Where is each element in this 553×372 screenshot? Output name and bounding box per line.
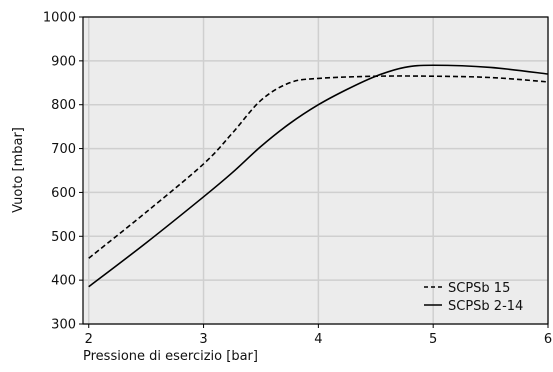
x-tick-label: 4: [314, 332, 322, 347]
x-tick-label: 5: [429, 332, 437, 347]
series-line-scpsb-2-14: [88, 64, 549, 288]
series-line-scpsb-15: [88, 75, 549, 259]
plot-background: [83, 17, 548, 324]
y-tick-label: 400: [51, 274, 76, 289]
y-tick-label: 1000: [43, 11, 76, 26]
x-tick-label: 6: [544, 332, 552, 347]
y-tick-label: 700: [51, 142, 76, 157]
y-tick-label: 300: [51, 318, 76, 333]
y-tick-label: 500: [51, 230, 76, 245]
x-axis-label: Pressione di esercizio [bar]: [83, 349, 258, 364]
y-tick-label: 600: [51, 186, 76, 201]
y-tick-label: 800: [51, 98, 76, 113]
legend-label-scpsb-15: SCPSb 15: [448, 281, 510, 296]
x-tick-label: 3: [199, 332, 207, 347]
axis-ticks: 2 3 4 5 6 300 400 500 600 700 800 900 1000: [43, 11, 552, 348]
plot-frame: [82, 16, 549, 325]
legend-label-scpsb-2-14: SCPSb 2-14: [448, 299, 523, 314]
legend: SCPSb 15 SCPSb 2-14: [424, 281, 523, 314]
y-axis-label: Vuoto [mbar]: [11, 127, 26, 213]
x-tick-label: 2: [85, 332, 93, 347]
series-layer: [88, 64, 549, 288]
y-tick-label: 900: [51, 54, 76, 69]
